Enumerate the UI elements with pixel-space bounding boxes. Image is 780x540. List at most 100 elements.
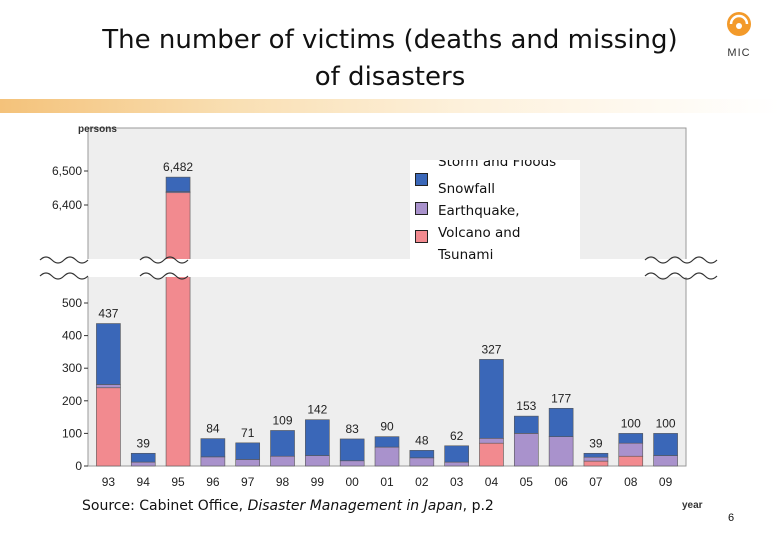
bar-segment-storm xyxy=(235,442,261,460)
x-tick-label: 94 xyxy=(137,475,151,489)
y-axis-label: persons xyxy=(78,124,117,135)
source-citation: Source: Cabinet Office, Disaster Managem… xyxy=(82,498,494,514)
bar-value-label: 71 xyxy=(241,426,255,440)
bar-segment-snow xyxy=(200,456,226,467)
axis-break-wave xyxy=(644,256,718,264)
bar-value-label: 153 xyxy=(516,399,536,413)
bar-segment-snow xyxy=(618,442,644,457)
legend-label-snow: Snowfall xyxy=(438,181,495,197)
x-tick-label: 09 xyxy=(659,475,673,489)
bar-segment-storm xyxy=(513,415,539,434)
bar-value-label: 83 xyxy=(345,422,359,436)
bar-value-label: 100 xyxy=(656,416,676,430)
bar-segment-quake xyxy=(96,387,121,467)
bar-value-label: 39 xyxy=(589,436,603,450)
y-tick-label: 400 xyxy=(62,329,82,343)
x-tick-label: 00 xyxy=(345,475,359,489)
legend-label-quake-1: Earthquake, xyxy=(438,203,520,219)
bar-segment-quake xyxy=(479,442,504,467)
chart-legend: Storm and Floods Snowfall Earthquake, Vo… xyxy=(410,160,580,270)
axis-break-wave xyxy=(139,272,189,280)
bar-value-label: 437 xyxy=(98,307,118,321)
x-tick-label: 01 xyxy=(380,475,394,489)
y-tick-label: 200 xyxy=(62,394,82,408)
source-suffix: , p.2 xyxy=(462,498,494,514)
x-tick-label: 93 xyxy=(102,475,116,489)
bar-segment-storm xyxy=(548,407,574,437)
bar-segment-snow xyxy=(653,455,678,467)
bar-segment-storm xyxy=(653,433,678,456)
x-tick-label: 08 xyxy=(624,475,638,489)
bar-segment-storm xyxy=(583,452,609,458)
x-tick-label: 02 xyxy=(415,475,429,489)
bar-segment-snow xyxy=(409,457,435,467)
legend-swatch-snow xyxy=(415,202,428,215)
bar-segment-storm xyxy=(270,430,295,457)
bar-segment-snow xyxy=(444,461,469,467)
bar-segment-storm xyxy=(374,436,400,448)
x-tick-label: 07 xyxy=(589,475,603,489)
bar-segment-storm xyxy=(96,323,121,385)
x-tick-label: 99 xyxy=(311,475,325,489)
bar-segment-quake xyxy=(618,455,644,467)
bar-segment-storm xyxy=(444,445,469,463)
y-tick-label: 500 xyxy=(62,296,82,310)
bar-segment-storm xyxy=(479,359,504,439)
y-tick-label: 6,500 xyxy=(52,164,82,178)
page-number: 6 xyxy=(728,512,735,524)
mic-logo: MIC xyxy=(722,10,756,62)
slide-title: The number of victims (deaths and missin… xyxy=(70,22,710,96)
bar-segment-snow xyxy=(305,455,330,467)
logo-text: MIC xyxy=(727,47,750,59)
bar-segment-snow xyxy=(130,461,156,467)
bar-segment-quake xyxy=(583,460,609,467)
bar-segment-storm xyxy=(165,176,191,193)
x-tick-label: 96 xyxy=(206,475,220,489)
x-tick-label: 97 xyxy=(241,475,255,489)
axis-break-wave xyxy=(644,272,718,280)
x-tick-label: 03 xyxy=(450,475,464,489)
slide-title-line2: of disasters xyxy=(314,62,466,92)
bar-value-label: 48 xyxy=(415,433,429,447)
bar-segment-snow xyxy=(583,456,609,462)
y-tick-label: 100 xyxy=(62,426,82,440)
bar-segment-storm xyxy=(409,450,435,459)
legend-label-storm: Storm and Floods xyxy=(438,160,557,170)
bar-value-label: 142 xyxy=(307,403,327,417)
bar-segment-snow xyxy=(96,384,121,389)
y-tick-label: 300 xyxy=(62,361,82,375)
bar-value-label: 90 xyxy=(380,420,394,434)
source-title: Disaster Management in Japan xyxy=(247,498,463,514)
x-tick-label: 04 xyxy=(485,475,499,489)
slide-title-line1: The number of victims (deaths and missin… xyxy=(102,25,678,55)
axis-break-wave xyxy=(39,272,89,280)
bar-segment-storm xyxy=(618,433,644,444)
bar-value-label: 327 xyxy=(481,342,501,356)
title-divider xyxy=(0,99,780,113)
x-axis-label: year xyxy=(682,500,703,511)
x-tick-label: 95 xyxy=(171,475,185,489)
bar-segment-storm xyxy=(200,438,226,458)
bar-value-label: 100 xyxy=(621,416,641,430)
legend-label-quake-3: Tsunami xyxy=(438,247,494,263)
bar-value-label: 177 xyxy=(551,391,571,405)
bar-segment-snow xyxy=(270,455,295,467)
bar-segment-quake xyxy=(165,192,191,467)
source-prefix: Source: Cabinet Office, xyxy=(82,498,248,514)
bar-segment-snow xyxy=(339,460,365,467)
bar-value-label: 62 xyxy=(450,429,464,443)
axis-break-wave xyxy=(39,256,89,264)
legend-swatch-quake xyxy=(415,230,428,243)
bar-segment-snow xyxy=(513,433,539,467)
bar-value-label: 109 xyxy=(273,413,293,427)
bar-value-label: 6,482 xyxy=(163,160,193,174)
x-tick-label: 05 xyxy=(520,475,534,489)
y-tick-label: 0 xyxy=(75,459,82,473)
y-tick-label: 6,400 xyxy=(52,198,82,212)
x-tick-label: 06 xyxy=(554,475,568,489)
bar-segment-storm xyxy=(130,452,156,463)
legend-label-quake-2: Volcano and xyxy=(438,225,521,241)
bar-segment-snow xyxy=(479,437,504,444)
legend-swatch-storm xyxy=(415,173,428,186)
